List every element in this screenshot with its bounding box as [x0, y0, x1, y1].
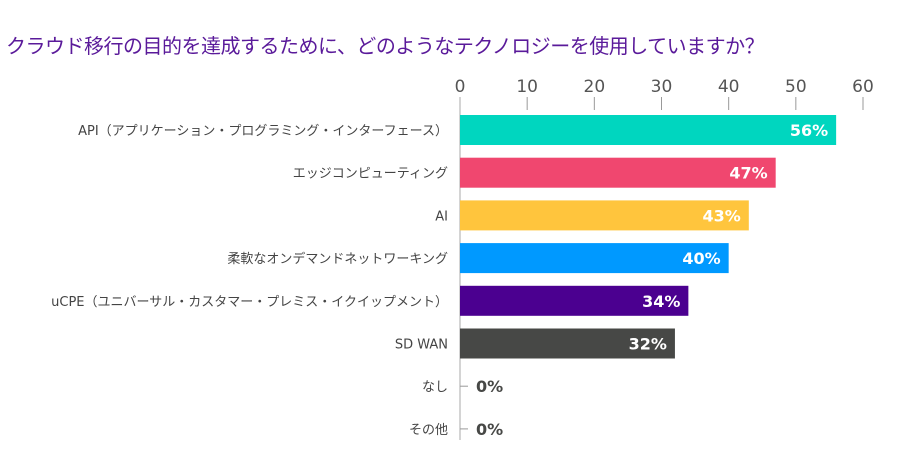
x-tick-label: 20	[584, 77, 606, 97]
x-tick-label: 60	[852, 77, 874, 97]
bar	[460, 285, 689, 316]
chart-title: クラウド移行の目的を達成するために、どのようなテクノロジーを使用していますか？	[6, 34, 765, 58]
category-label: SD WAN	[395, 338, 448, 353]
bar	[460, 243, 729, 274]
category-label: uCPE（ユニバーサル・カスタマー・プレミス・イクイップメント）	[51, 295, 448, 310]
category-label: エッジコンピューティング	[293, 167, 448, 182]
x-tick-label: 0	[455, 77, 466, 97]
bar	[460, 328, 675, 359]
data-label: 43%	[703, 206, 741, 225]
x-tick-label: 40	[718, 77, 740, 97]
data-label: 47%	[729, 164, 767, 183]
category-label: 柔軟なオンデマンドネットワーキング	[227, 251, 448, 267]
data-label: 40%	[682, 249, 720, 268]
data-label: 32%	[629, 335, 667, 354]
bar	[460, 157, 776, 188]
data-label: 34%	[642, 292, 680, 311]
data-label: 0%	[476, 420, 503, 439]
bar	[460, 200, 749, 231]
category-label: なし	[422, 380, 448, 395]
x-tick-label: 10	[516, 77, 538, 97]
bar	[460, 115, 837, 145]
category-label: API（アプリケーション・プログラミング・インターフェース）	[78, 124, 448, 139]
data-label: 56%	[790, 121, 828, 140]
x-tick-label: 30	[651, 77, 673, 97]
x-tick-label: 50	[785, 77, 807, 97]
category-label: AI	[435, 209, 448, 224]
category-label: その他	[409, 423, 448, 438]
data-label: 0%	[476, 377, 503, 396]
